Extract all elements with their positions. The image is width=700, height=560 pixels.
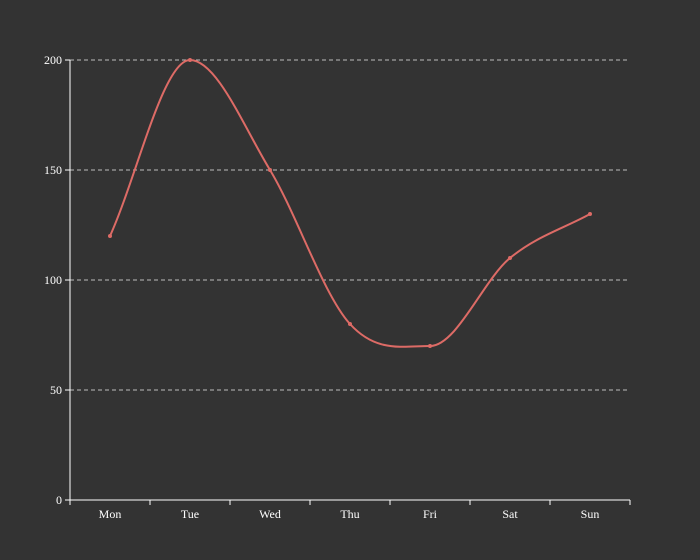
- x-tick-label-sun: Sun: [581, 507, 600, 521]
- x-tick-label-fri: Fri: [423, 507, 438, 521]
- data-point-mon[interactable]: [108, 234, 112, 238]
- data-point-thu[interactable]: [348, 322, 352, 326]
- x-tick-label-sat: Sat: [502, 507, 518, 521]
- grid-lines: [70, 59, 630, 391]
- data-point-wed[interactable]: [268, 168, 272, 172]
- series-group: [108, 58, 592, 348]
- data-point-fri[interactable]: [428, 344, 432, 348]
- y-tick-label: 0: [56, 493, 62, 507]
- y-tick-label: 100: [44, 273, 62, 287]
- y-tick-label: 200: [44, 53, 62, 67]
- x-tick-label-mon: Mon: [99, 507, 122, 521]
- data-point-sun[interactable]: [588, 212, 592, 216]
- x-axis: Mon Tue Wed Thu Fri Sat Sun: [69, 499, 631, 521]
- y-tick-label: 50: [50, 383, 62, 397]
- data-point-sat[interactable]: [508, 256, 512, 260]
- x-tick-label-wed: Wed: [259, 507, 281, 521]
- y-tick-label: 150: [44, 163, 62, 177]
- data-point-tue[interactable]: [188, 58, 192, 62]
- x-tick-label-thu: Thu: [340, 507, 359, 521]
- series-line: [109, 58, 591, 348]
- x-tick-label-tue: Tue: [181, 507, 199, 521]
- y-axis: 0 50 100 150 200: [44, 53, 71, 507]
